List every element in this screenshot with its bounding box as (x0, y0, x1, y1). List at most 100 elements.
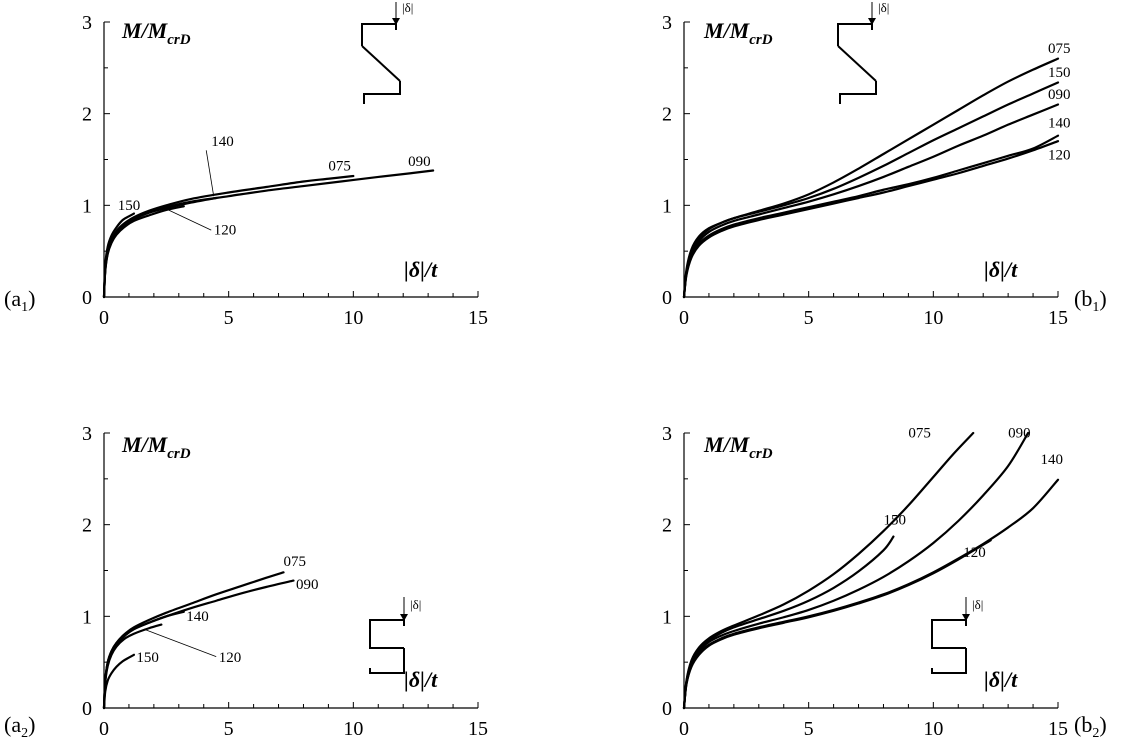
x-tick-label: 0 (99, 718, 109, 740)
y-axis-label: M/McrD (121, 18, 191, 48)
series-curve-140 (682, 134, 1060, 299)
section-bottom-flange (369, 648, 405, 674)
leader-line-120 (143, 628, 217, 658)
curve-label-120: 120 (214, 223, 237, 239)
delta-arrow-head (392, 18, 400, 25)
series-curve-150 (102, 653, 136, 710)
z-section-icon: |δ| (837, 0, 889, 104)
curve-label-120: 120 (963, 545, 986, 561)
y-axis-label-main: M/M (121, 18, 169, 43)
series-curve-090 (682, 431, 1030, 710)
section-web (361, 45, 401, 82)
curve-label-090: 090 (296, 577, 319, 593)
x-tick-label: 15 (1048, 307, 1068, 329)
y-tick-label: 3 (82, 12, 92, 34)
curve-label-140: 140 (1041, 452, 1064, 468)
y-tick-label: 1 (82, 606, 92, 628)
series-curve-075 (102, 571, 285, 710)
x-tick-label: 10 (923, 307, 943, 329)
panel-label-close: ) (1099, 712, 1106, 737)
panel-label: (b2) (1074, 712, 1107, 741)
panel-label: (a1) (4, 286, 35, 315)
x-tick-label: 5 (804, 718, 814, 740)
y-axis-label-sub: crD (167, 446, 190, 462)
panel-label-main: (b (1074, 712, 1092, 737)
panel-label-sub: 1 (1092, 300, 1099, 315)
panel-label-main: (a (4, 286, 21, 311)
section-bottom-flange (363, 81, 401, 104)
y-tick-label: 3 (662, 423, 672, 445)
curve-label-140: 140 (1048, 115, 1071, 131)
y-axis-label: M/McrD (121, 432, 191, 462)
panel-label: (b1) (1074, 286, 1107, 315)
section-web (931, 619, 967, 649)
y-axis-label-sub: crD (749, 446, 772, 462)
panel-label: (a2) (4, 712, 35, 741)
curve-label-140: 140 (211, 134, 234, 150)
y-tick-label: 0 (82, 698, 92, 720)
curve-label-090: 090 (1048, 87, 1071, 103)
y-tick-label: 1 (82, 195, 92, 217)
series-curve-090 (682, 103, 1060, 299)
y-axis-label-main: M/M (121, 432, 169, 457)
section-top-flange (837, 23, 873, 46)
y-axis-label-main: M/M (703, 18, 751, 43)
x-tick-label: 10 (923, 718, 943, 740)
delta-label: |δ| (878, 0, 889, 15)
y-axis-label: M/McrD (703, 18, 773, 48)
y-tick-label: 2 (662, 515, 672, 537)
y-axis-label-sub: crD (749, 32, 772, 48)
y-tick-label: 1 (662, 195, 672, 217)
y-axis-label: M/McrD (703, 432, 773, 462)
series-curve-150 (682, 81, 1060, 299)
series-curve-150 (102, 212, 136, 299)
c-section-icon: |δ| (369, 597, 421, 674)
c-section-icon: |δ| (931, 597, 983, 674)
curve-label-075: 075 (908, 426, 931, 442)
y-tick-label: 2 (82, 515, 92, 537)
panel-label-sub: 2 (21, 726, 28, 741)
y-tick-label: 2 (662, 104, 672, 126)
curve-label-075: 075 (284, 554, 307, 570)
section-web (837, 45, 877, 82)
x-tick-label: 10 (343, 307, 363, 329)
section-bottom-flange (931, 648, 967, 674)
x-tick-label: 0 (679, 307, 689, 329)
delta-arrow-head (400, 614, 408, 621)
y-tick-label: 3 (82, 423, 92, 445)
section-web (369, 619, 405, 649)
series-curve-120 (682, 539, 992, 710)
panel-label-main: (b (1074, 286, 1092, 311)
leader-line-120 (166, 208, 212, 231)
x-tick-label: 5 (804, 307, 814, 329)
curve-label-150: 150 (118, 198, 141, 214)
series-curve-090 (102, 169, 435, 299)
curve-label-120: 120 (219, 650, 242, 666)
delta-arrow-head (962, 614, 970, 621)
delta-label: |δ| (402, 0, 413, 15)
y-tick-label: 2 (82, 104, 92, 126)
x-tick-label: 0 (679, 718, 689, 740)
section-bottom-flange (839, 81, 877, 104)
leader-line-140 (205, 150, 215, 197)
curve-label-140: 140 (186, 609, 209, 625)
x-tick-label: 5 (224, 307, 234, 329)
x-tick-label: 10 (343, 718, 363, 740)
y-axis-label-sub: crD (167, 32, 190, 48)
x-axis-label: |δ|/t (404, 667, 438, 692)
curve-label-075: 075 (328, 159, 351, 175)
series-curve-120 (682, 140, 1060, 299)
x-axis-label: |δ|/t (984, 257, 1018, 282)
x-tick-label: 5 (224, 718, 234, 740)
curve-label-150: 150 (136, 650, 159, 666)
curve-label-075: 075 (1048, 41, 1071, 57)
panel-label-close: ) (28, 712, 35, 737)
x-tick-label: 0 (99, 307, 109, 329)
y-tick-label: 3 (662, 12, 672, 34)
series-curve-120 (102, 205, 185, 299)
series-curve-120 (102, 623, 163, 710)
